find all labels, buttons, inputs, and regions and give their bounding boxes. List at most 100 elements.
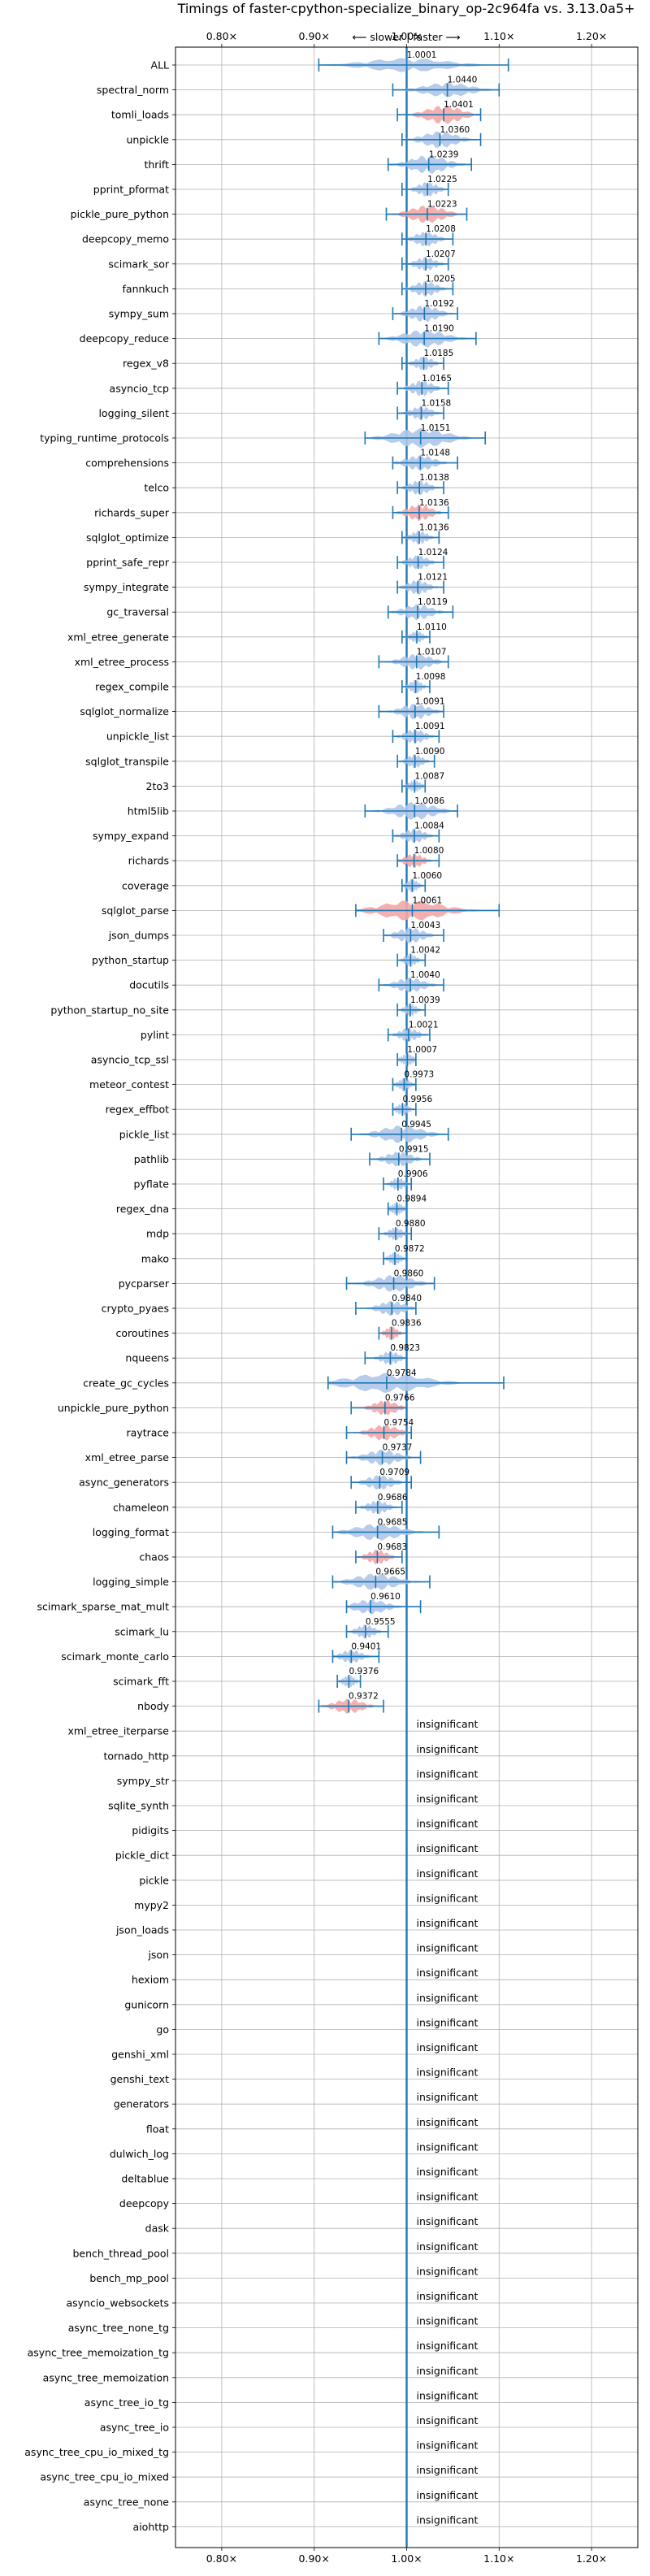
value-label: 1.0110 [417, 622, 447, 632]
insignificant-label: insignificant [417, 2513, 479, 2526]
benchmark-label: async_tree_none [84, 2496, 170, 2508]
benchmark-label: pidigits [132, 1824, 169, 1837]
value-label: 0.9872 [395, 1244, 425, 1254]
benchmark-label: bench_thread_pool [72, 2247, 169, 2259]
insignificant-label: insignificant [417, 2041, 479, 2053]
benchmark-label: nbody [137, 1700, 169, 1712]
benchmark-label: typing_runtime_protocols [40, 432, 169, 445]
benchmark-label: json_loads [115, 1924, 169, 1936]
value-label: 0.9555 [366, 1617, 396, 1627]
insignificant-label: insignificant [417, 2414, 479, 2426]
insignificant-label: insignificant [417, 1992, 479, 2004]
benchmark-label: unpickle_pure_python [58, 1402, 169, 1414]
value-label: 1.0084 [414, 822, 444, 831]
value-label: 1.0107 [417, 647, 447, 657]
benchmark-label: dulwich_log [110, 2148, 169, 2160]
value-label: 1.0124 [418, 548, 448, 557]
benchmark-label: chaos [139, 1551, 169, 1563]
x-tick-label-top: 0.90× [299, 30, 330, 42]
value-label: 0.9754 [384, 1418, 414, 1428]
insignificant-label: insignificant [417, 2489, 479, 2501]
benchmark-label: sympy_expand [93, 830, 169, 842]
insignificant-label: insignificant [417, 2439, 479, 2452]
benchmark-label: comprehensions [85, 457, 169, 469]
benchmark-label: fannkuch [123, 283, 169, 295]
value-label: 0.9836 [392, 1319, 422, 1329]
benchmark-label: genshi_text [110, 2073, 169, 2085]
benchmark-label: tomli_loads [111, 109, 169, 121]
value-label: 0.9823 [390, 1343, 420, 1353]
value-label: 1.0042 [410, 946, 440, 956]
benchmark-label: thrift [144, 158, 169, 171]
value-label: 0.9686 [378, 1493, 408, 1503]
x-tick-label-top: 1.00× [391, 30, 422, 42]
value-label: 1.0087 [414, 771, 444, 781]
benchmark-label: scimark_fft [113, 1676, 169, 1688]
value-label: 1.0440 [448, 76, 478, 85]
value-label: 1.0043 [410, 921, 440, 930]
value-label: 0.9610 [370, 1592, 401, 1602]
chart-title: Timings of faster-cpython-specialize_bin… [177, 1, 635, 17]
benchmark-label: asyncio_tcp_ssl [91, 1054, 169, 1066]
value-label: 1.0401 [444, 100, 474, 110]
insignificant-label: insignificant [417, 2240, 479, 2253]
insignificant-label: insignificant [417, 1743, 479, 1755]
benchmark-label: xml_etree_process [75, 656, 169, 668]
value-label: 1.0091 [415, 697, 445, 707]
benchmark-label: pprint_pformat [93, 184, 169, 196]
benchmark-label: telco [144, 482, 169, 494]
benchmark-label: unpickle [126, 133, 169, 145]
insignificant-label: insignificant [417, 1892, 479, 1904]
benchmark-label: pylint [141, 1029, 169, 1041]
benchmark-label: gunicorn [124, 1998, 169, 2010]
benchmark-label: ALL [151, 59, 170, 72]
value-label: 0.9376 [349, 1667, 379, 1676]
insignificant-label: insignificant [417, 1867, 479, 1880]
value-label: 0.9784 [387, 1368, 417, 1378]
benchmark-label: sqlglot_parse [102, 904, 169, 917]
benchmark-label: deepcopy [119, 2197, 170, 2210]
value-label: 1.0061 [412, 896, 442, 905]
benchmark-label: hexiom [132, 1974, 169, 1986]
value-label: 1.0190 [424, 324, 454, 334]
benchmark-label: unpickle_list [106, 731, 169, 743]
value-label: 1.0001 [407, 50, 437, 60]
benchmark-label: regex_v8 [123, 358, 169, 370]
benchmark-label: async_tree_cpu_io_mixed [40, 2471, 169, 2483]
benchmark-label: generators [114, 2098, 169, 2110]
benchmark-label: deepcopy_memo [82, 233, 169, 245]
value-label: 0.9737 [383, 1443, 413, 1453]
x-tick-label-bottom: 0.80× [206, 2552, 237, 2565]
benchmark-label: coverage [122, 879, 169, 891]
value-label: 1.0136 [419, 498, 449, 508]
insignificant-label: insignificant [417, 1967, 479, 1979]
benchmark-label: richards [128, 855, 169, 867]
value-label: 0.9685 [378, 1517, 408, 1527]
benchmark-label: sqlglot_normalize [80, 705, 169, 718]
benchmark-label: pickle_dict [115, 1850, 169, 1862]
benchmark-label: float [146, 2123, 169, 2135]
benchmark-label: python_startup_no_site [50, 1004, 169, 1016]
benchmark-label: json [147, 1949, 169, 1961]
value-label: 1.0121 [418, 573, 448, 583]
x-tick-label-bottom: 1.20× [576, 2552, 607, 2565]
value-label: 0.9956 [402, 1095, 432, 1104]
insignificant-label: insignificant [417, 1917, 479, 1929]
benchmark-label: chameleon [113, 1501, 169, 1513]
insignificant-label: insignificant [417, 2340, 479, 2352]
benchmark-label: scimark_lu [115, 1625, 169, 1637]
benchmark-label: pickle_pure_python [71, 208, 169, 220]
benchmark-label: async_tree_memoization_tg [28, 2347, 169, 2359]
benchmark-label: dask [145, 2223, 170, 2235]
value-label: 1.0091 [415, 722, 445, 731]
value-label: 0.9683 [377, 1542, 407, 1552]
tick-layer: 0.80× 0.80× 0.90× 0.90× 1.00× 1.00× 1.10× 1.10×… [172, 30, 607, 2565]
value-label: 1.0185 [424, 349, 454, 358]
benchmark-label: sqlglot_transpile [85, 755, 169, 767]
benchmark-label: mdp [146, 1228, 169, 1240]
x-tick-label-top: 0.80× [206, 30, 237, 42]
value-label: 1.0205 [426, 274, 456, 284]
benchmark-label: sqlite_synth [108, 1800, 169, 1812]
value-label: 0.9372 [349, 1692, 379, 1702]
